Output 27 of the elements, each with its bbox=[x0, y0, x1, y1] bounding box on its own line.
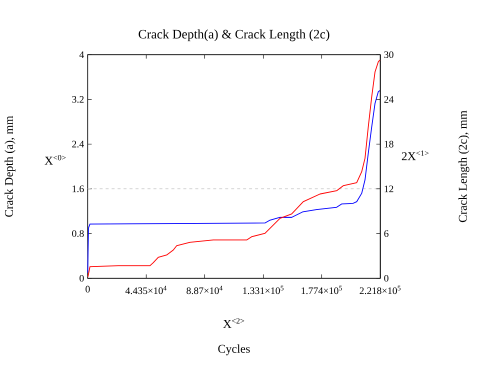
y2-tick-label: 30 bbox=[384, 51, 394, 58]
y-tick-label: 1.6 bbox=[72, 185, 84, 192]
y-tick-label: 0 bbox=[80, 274, 84, 282]
y2-tick-label: 18 bbox=[384, 140, 394, 148]
x-axis-title: Cycles bbox=[218, 344, 250, 356]
y2-axis-title: Crack Length (2c), mm bbox=[458, 110, 470, 222]
y-tick-label: 3.2 bbox=[72, 96, 84, 103]
x-tick-label: 0 bbox=[86, 286, 90, 293]
x-tick-label: 1.331×10$^{5}$ bbox=[243, 286, 284, 294]
y2-tick-label: 24 bbox=[384, 96, 394, 103]
y2-tick-label: 6 bbox=[384, 230, 389, 237]
line-series bbox=[88, 59, 380, 278]
text: X$^{<0>}$ bbox=[44, 154, 66, 165]
text: 2X$^{<1>}$ bbox=[402, 150, 429, 160]
chart-title: Crack Depth(a) & Crack Length (2c) bbox=[138, 29, 330, 42]
y-axis-title: Crack Depth (a), mm bbox=[4, 116, 16, 217]
text: X$^{<2>}$ bbox=[223, 318, 244, 328]
y2-tick-label: 0 bbox=[384, 274, 388, 282]
x-tick-label: 2.218×10$^{5}$ bbox=[360, 286, 401, 294]
x-tick-label: 4.435×10$^{4}$ bbox=[125, 286, 167, 294]
line-series bbox=[87, 90, 380, 274]
y-tick-label: 2.4 bbox=[72, 140, 84, 148]
x-tick-label: 8.87×10$^{4}$ bbox=[186, 286, 223, 294]
x-tick-label: 1.774×10$^{5}$ bbox=[302, 286, 342, 294]
y2-tick-label: 12 bbox=[384, 186, 394, 192]
y-tick-label: 4 bbox=[79, 51, 84, 58]
y-tick-label: 0.8 bbox=[72, 230, 84, 237]
